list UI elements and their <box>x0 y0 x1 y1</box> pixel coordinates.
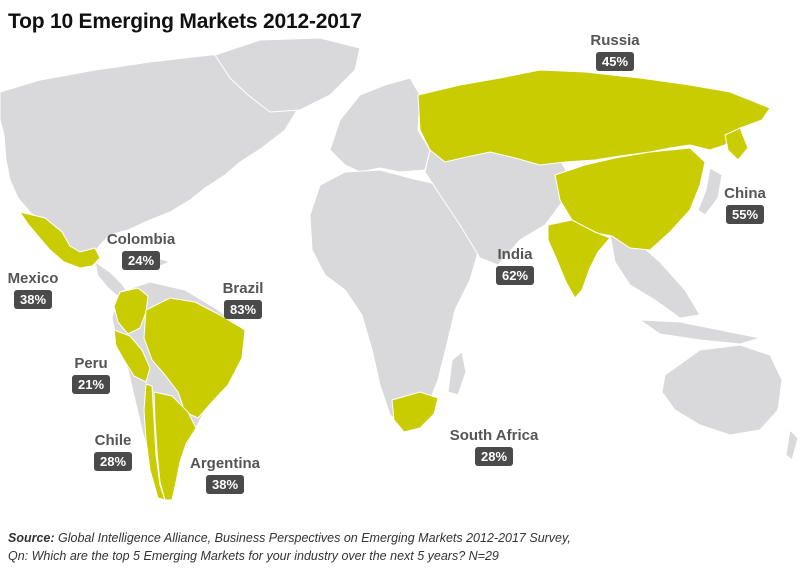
land-europe <box>329 77 431 173</box>
land-russia <box>417 69 771 166</box>
land-brazil <box>143 297 246 419</box>
land-peru <box>113 329 151 383</box>
marker-peru: Peru 21% <box>46 355 136 394</box>
market-percent-badge: 28% <box>474 447 514 466</box>
market-percent-badge: 83% <box>223 300 263 319</box>
market-name: Argentina <box>189 455 260 472</box>
market-percent-badge: 38% <box>13 290 53 309</box>
marker-mexico: Mexico 38% <box>0 270 78 309</box>
market-percent-badge: 45% <box>595 52 635 71</box>
land-south-africa <box>391 391 439 433</box>
market-percent-badge: 38% <box>205 475 245 494</box>
market-name: Russia <box>590 32 640 49</box>
market-name: Colombia <box>106 231 176 248</box>
land-southeast-asia <box>609 234 701 319</box>
source-footer: Source: Global Intelligence Alliance, Bu… <box>8 529 793 565</box>
land-japan <box>697 167 723 216</box>
marker-chile: Chile 28% <box>68 432 158 471</box>
market-name: Mexico <box>7 270 59 287</box>
land-india <box>547 219 611 299</box>
land-mexico <box>18 211 101 269</box>
market-name: Brazil <box>222 280 264 297</box>
land-kamchatka <box>724 127 749 161</box>
land-argentina <box>153 391 197 501</box>
market-percent-badge: 55% <box>725 205 765 224</box>
marker-colombia: Colombia 24% <box>96 231 186 270</box>
marker-brazil: Brazil 83% <box>198 280 288 319</box>
marker-south-africa: South Africa 28% <box>434 427 554 466</box>
market-percent-badge: 28% <box>93 452 133 471</box>
marker-china: China 55% <box>700 185 790 224</box>
market-name: India <box>497 246 533 263</box>
land-australia <box>661 344 783 436</box>
survey-question: Qn: Which are the top 5 Emerging Markets… <box>8 549 499 563</box>
marker-india: India 62% <box>470 246 560 285</box>
land-colombia <box>113 287 149 335</box>
source-line: Source: Global Intelligence Alliance, Bu… <box>8 529 793 547</box>
land-new-zealand <box>785 428 799 461</box>
land-madagascar <box>447 351 467 396</box>
marker-russia: Russia 45% <box>570 32 660 71</box>
market-percent-badge: 62% <box>495 266 535 285</box>
land-indonesia <box>638 319 761 345</box>
land-greenland <box>214 37 361 113</box>
market-name: China <box>724 185 766 202</box>
market-percent-badge: 24% <box>121 251 161 270</box>
source-text: Global Intelligence Alliance, Business P… <box>58 531 571 545</box>
market-name: Chile <box>94 432 132 449</box>
marker-argentina: Argentina 38% <box>180 455 270 494</box>
market-percent-badge: 21% <box>71 375 111 394</box>
map-title: Top 10 Emerging Markets 2012-2017 <box>8 10 362 33</box>
source-label: Source: <box>8 531 55 545</box>
market-name: South Africa <box>449 427 539 444</box>
market-name: Peru <box>74 355 108 372</box>
